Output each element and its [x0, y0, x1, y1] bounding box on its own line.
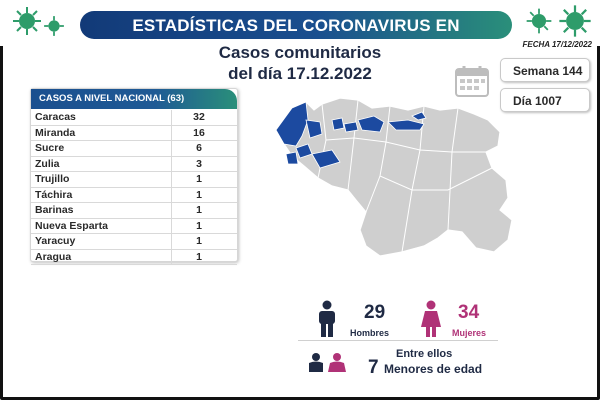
hombres-count: 29 [364, 302, 386, 323]
state-name: Zulia [35, 157, 60, 170]
state-name: Yaracuy [35, 235, 76, 247]
menores-label: Menores de edad [384, 362, 483, 376]
map-state-falcon-lake [305, 119, 323, 139]
map-state-caracas-miranda [357, 115, 385, 133]
table-row: Trujillo 1 [31, 172, 237, 188]
table-row: Zulia 3 [31, 156, 237, 172]
day-counter: Día 1007 [500, 88, 590, 112]
state-name: Aragua [35, 250, 72, 263]
map-state-tachira [285, 151, 299, 165]
virus-icon [44, 16, 64, 36]
case-count: 1 [196, 235, 202, 247]
divider [298, 340, 498, 341]
case-count: 1 [196, 188, 202, 201]
menores-count: 7 [368, 357, 379, 378]
map-country-shape [275, 97, 512, 257]
map-state-barinas [311, 149, 341, 169]
week-counter: Semana 144 [500, 58, 590, 82]
cases-table: CASOS A NIVEL NACIONAL (63) Caracas 32 Mi… [30, 88, 238, 265]
venezuela-map [275, 97, 512, 257]
subtitle-line-1: Casos comunitarios [218, 43, 382, 62]
title-banner: ESTADÍSTICAS DEL CORONAVIRUS EN VENEZUEL… [80, 11, 512, 55]
case-count: 16 [193, 126, 205, 139]
mujeres-count: 34 [458, 302, 480, 323]
case-count: 1 [196, 219, 202, 232]
table-rows: Caracas 32 Miranda 16 Sucre 6 Zulia 3 Trujil… [31, 110, 237, 265]
man-icon [319, 300, 335, 337]
children-icon [309, 353, 346, 372]
map-state-aragua [343, 121, 359, 133]
subtitle-line-2: del día 17.12.2022 [228, 64, 372, 83]
case-count: 6 [196, 142, 202, 154]
header: ESTADÍSTICAS DEL CORONAVIRUS EN VENEZUEL… [0, 0, 600, 55]
state-name: Barinas [35, 204, 74, 216]
table-row: Miranda 16 [31, 125, 237, 141]
table-title: CASOS A NIVEL NACIONAL (63) [39, 93, 185, 104]
table-row: Táchira 1 [31, 187, 237, 203]
table-row: Nueva Esparta 1 [31, 218, 237, 234]
map-state-nueva-esparta [411, 111, 427, 121]
woman-icon [421, 300, 441, 337]
date-label: FECHA 17/12/2022 [522, 40, 592, 49]
state-name: Caracas [35, 111, 76, 123]
state-name: Trujillo [35, 173, 70, 185]
hombres-label: Hombres [350, 328, 390, 338]
table-row: Yaracuy 1 [31, 234, 237, 250]
calendar-icon [455, 66, 489, 97]
case-count: 32 [193, 111, 205, 123]
state-name: Nueva Esparta [35, 219, 108, 232]
entre-ellos-label: Entre ellos [396, 348, 453, 360]
table-row: Aragua 1 [31, 249, 237, 265]
page-subtitle: Casos comunitarios del día 17.12.2022 [190, 42, 410, 84]
table-row: Caracas 32 [31, 110, 237, 126]
state-name: Miranda [35, 126, 76, 139]
table-row: Barinas 1 [31, 203, 237, 219]
mujeres-label: Mujeres [452, 328, 487, 338]
state-name: Táchira [35, 188, 73, 201]
table-header: CASOS A NIVEL NACIONAL (63) [31, 89, 237, 109]
case-count: 1 [196, 250, 202, 263]
map-state-zulia [275, 101, 309, 147]
case-count: 1 [196, 204, 202, 216]
case-count: 3 [196, 157, 202, 170]
map-state-yaracuy [331, 117, 345, 131]
virus-icon [13, 7, 41, 35]
virus-icon [526, 8, 552, 34]
map-state-sucre [387, 119, 425, 131]
table-row: Sucre 6 [31, 141, 237, 157]
page-title: ESTADÍSTICAS DEL CORONAVIRUS EN VENEZUEL… [132, 16, 460, 55]
state-name: Sucre [35, 142, 65, 154]
virus-icon [559, 5, 591, 37]
case-count: 1 [196, 173, 202, 185]
